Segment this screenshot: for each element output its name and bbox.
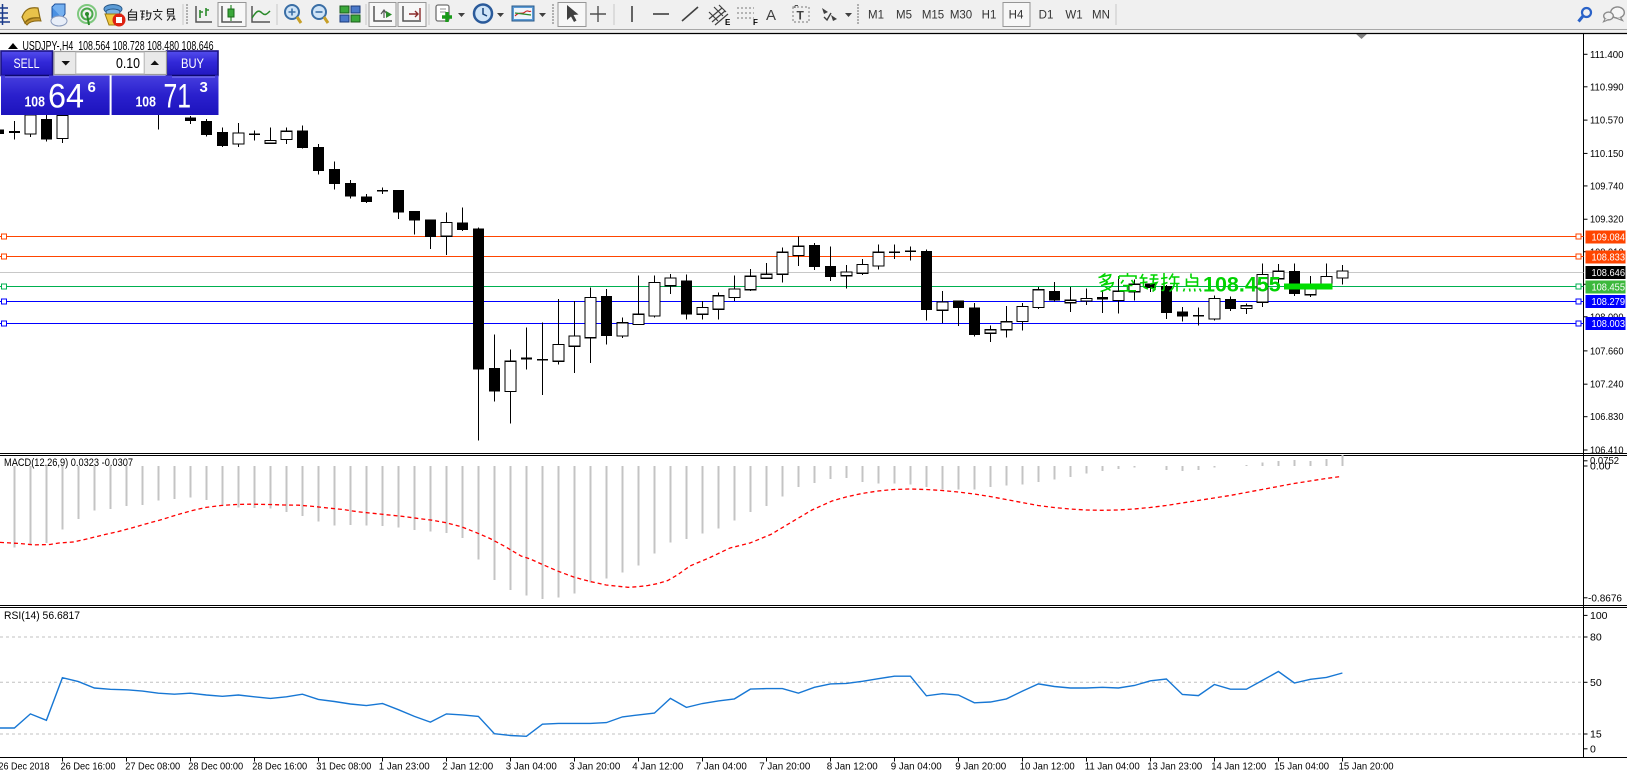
svg-text:110.150: 110.150 xyxy=(1590,148,1624,160)
svg-text:100: 100 xyxy=(1590,610,1608,622)
svg-text:4 Jan 12:00: 4 Jan 12:00 xyxy=(632,761,683,773)
svg-text:7 Jan 20:00: 7 Jan 20:00 xyxy=(759,761,810,773)
svg-text:3 Jan 20:00: 3 Jan 20:00 xyxy=(569,761,620,773)
svg-text:MACD(12,26,9) 0.0323 -0.0307: MACD(12,26,9) 0.0323 -0.0307 xyxy=(4,457,133,469)
svg-text:3: 3 xyxy=(200,79,208,96)
svg-text:3 Jan 04:00: 3 Jan 04:00 xyxy=(506,761,557,773)
svg-text:109.084: 109.084 xyxy=(1592,232,1626,244)
svg-text:15: 15 xyxy=(1590,729,1602,741)
svg-text:M30: M30 xyxy=(950,10,972,22)
svg-text:0.10: 0.10 xyxy=(116,55,140,72)
svg-text:80: 80 xyxy=(1590,632,1602,644)
svg-text:2 Jan 12:00: 2 Jan 12:00 xyxy=(442,761,493,773)
svg-text:M1: M1 xyxy=(868,10,884,22)
svg-text:26 Dec 2018: 26 Dec 2018 xyxy=(0,761,50,773)
svg-text:8 Jan 12:00: 8 Jan 12:00 xyxy=(827,761,878,773)
svg-text:-0.8676: -0.8676 xyxy=(1588,592,1622,604)
svg-text:A: A xyxy=(766,7,776,24)
svg-text:108.279: 108.279 xyxy=(1592,296,1626,308)
svg-text:28 Dec 00:00: 28 Dec 00:00 xyxy=(188,761,243,773)
svg-text:6: 6 xyxy=(88,79,96,96)
svg-text:0.0752: 0.0752 xyxy=(1590,455,1619,467)
svg-text:13 Jan 23:00: 13 Jan 23:00 xyxy=(1147,761,1202,773)
svg-text:BUY: BUY xyxy=(181,56,204,71)
svg-text:28 Dec 16:00: 28 Dec 16:00 xyxy=(252,761,307,773)
svg-text:26 Dec 16:00: 26 Dec 16:00 xyxy=(61,761,116,773)
svg-text:110.990: 110.990 xyxy=(1590,81,1624,93)
svg-text:M15: M15 xyxy=(922,10,944,22)
svg-text:H4: H4 xyxy=(1009,10,1024,22)
svg-text:108: 108 xyxy=(25,95,45,111)
svg-text:D1: D1 xyxy=(1039,10,1054,22)
svg-text:108.455: 108.455 xyxy=(1592,282,1626,294)
svg-text:10 Jan 12:00: 10 Jan 12:00 xyxy=(1020,761,1075,773)
svg-text:W1: W1 xyxy=(1065,10,1082,22)
svg-text:106.830: 106.830 xyxy=(1590,411,1624,423)
svg-text:14 Jan 12:00: 14 Jan 12:00 xyxy=(1211,761,1266,773)
svg-text:108.833: 108.833 xyxy=(1592,252,1626,264)
svg-text:106.410: 106.410 xyxy=(1590,445,1624,457)
svg-text:108.646: 108.646 xyxy=(1592,267,1626,279)
svg-text:11 Jan 04:00: 11 Jan 04:00 xyxy=(1085,761,1140,773)
svg-text:MN: MN xyxy=(1092,10,1110,22)
svg-text:9 Jan 04:00: 9 Jan 04:00 xyxy=(891,761,942,773)
svg-text:108.455: 108.455 xyxy=(1203,273,1281,297)
svg-text:31 Dec 08:00: 31 Dec 08:00 xyxy=(316,761,371,773)
svg-text:107.660: 107.660 xyxy=(1590,345,1624,357)
svg-text:109.320: 109.320 xyxy=(1590,214,1624,226)
svg-text:M5: M5 xyxy=(896,10,912,22)
svg-text:107.240: 107.240 xyxy=(1590,379,1624,391)
svg-text:15 Jan 04:00: 15 Jan 04:00 xyxy=(1274,761,1329,773)
svg-text:111.400: 111.400 xyxy=(1590,49,1624,61)
svg-text:64: 64 xyxy=(48,78,84,116)
svg-text:9 Jan 20:00: 9 Jan 20:00 xyxy=(955,761,1006,773)
svg-text:E: E xyxy=(725,18,731,27)
svg-text:108.003: 108.003 xyxy=(1592,318,1626,330)
svg-text:H1: H1 xyxy=(982,10,997,22)
svg-text:F: F xyxy=(753,18,758,27)
svg-text:108: 108 xyxy=(136,95,156,111)
svg-text:T: T xyxy=(797,9,805,23)
svg-text:SELL: SELL xyxy=(14,56,40,71)
svg-text:USDJPY-,H4 108.564 108.728 10: USDJPY-,H4 108.564 108.728 108.480 108.6… xyxy=(23,39,214,53)
svg-text:27 Dec 08:00: 27 Dec 08:00 xyxy=(125,761,180,773)
svg-text:50: 50 xyxy=(1590,677,1602,689)
svg-text:109.740: 109.740 xyxy=(1590,180,1624,192)
svg-text:RSI(14) 56.6817: RSI(14) 56.6817 xyxy=(4,610,80,622)
svg-text:71: 71 xyxy=(164,78,192,116)
svg-text:7 Jan 04:00: 7 Jan 04:00 xyxy=(696,761,747,773)
svg-text:0.00: 0.00 xyxy=(1590,461,1611,473)
svg-text:1 Jan 23:00: 1 Jan 23:00 xyxy=(379,761,430,773)
svg-text:110.570: 110.570 xyxy=(1590,115,1624,127)
svg-text:0: 0 xyxy=(1590,743,1596,755)
svg-text:15 Jan 20:00: 15 Jan 20:00 xyxy=(1339,761,1394,773)
